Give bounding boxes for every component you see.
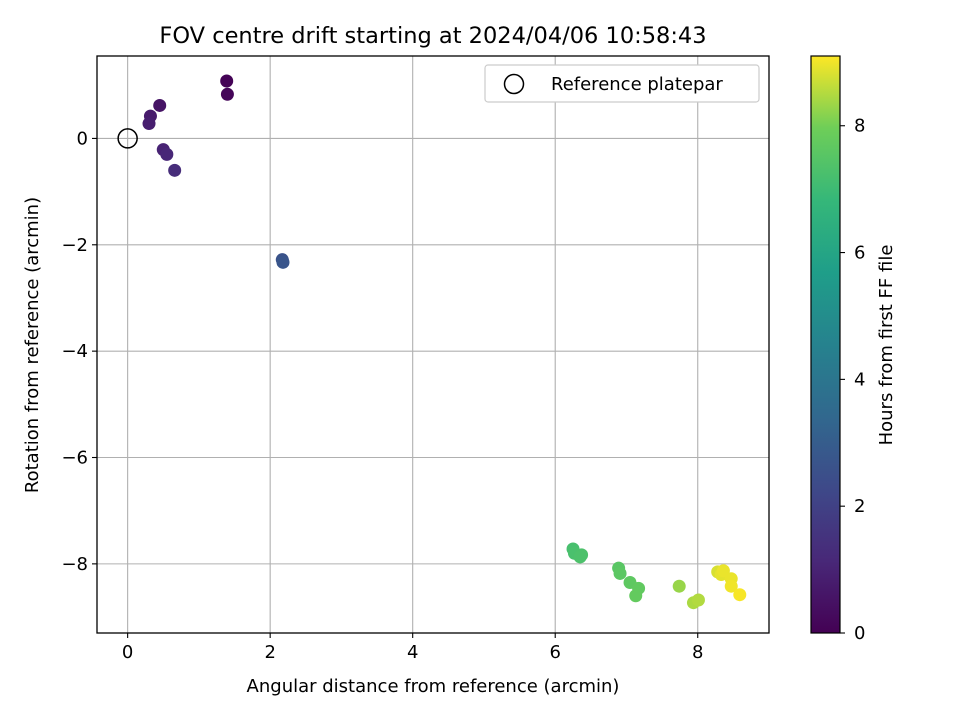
colorbar-tick-label: 0 bbox=[854, 623, 865, 644]
data-point bbox=[613, 566, 627, 580]
data-point bbox=[220, 87, 234, 101]
y-tick-label: −2 bbox=[61, 235, 88, 256]
data-point bbox=[733, 588, 747, 602]
colorbar-gradient bbox=[810, 55, 841, 634]
plot-area: 0 2 4 6 8 0 −2 −4 −6 −8 bbox=[61, 55, 770, 663]
data-point bbox=[276, 255, 290, 269]
x-tick-label: 0 bbox=[122, 642, 133, 663]
data-point bbox=[168, 163, 182, 177]
grid-lines bbox=[97, 56, 769, 633]
y-tick-label: −6 bbox=[61, 448, 88, 469]
y-tick-label: −8 bbox=[61, 554, 88, 575]
colorbar-tick-label: 8 bbox=[854, 116, 865, 137]
data-points bbox=[142, 74, 747, 610]
data-point bbox=[153, 98, 167, 112]
data-point bbox=[629, 589, 643, 603]
x-tick-label: 4 bbox=[407, 642, 418, 663]
colorbar-tick-label: 4 bbox=[854, 369, 865, 390]
plot-background bbox=[97, 56, 769, 633]
data-point bbox=[573, 550, 587, 564]
x-tick-label: 6 bbox=[549, 642, 560, 663]
legend: Reference platepar bbox=[484, 64, 760, 103]
chart-title: FOV centre drift starting at 2024/04/06 … bbox=[159, 23, 706, 49]
data-point bbox=[724, 579, 738, 593]
y-tick-label: −4 bbox=[61, 341, 88, 362]
data-point bbox=[142, 117, 156, 131]
colorbar-tick-label: 2 bbox=[854, 496, 865, 517]
x-tick-label: 2 bbox=[264, 642, 275, 663]
legend-label-reference: Reference platepar bbox=[551, 74, 723, 95]
data-point bbox=[220, 74, 234, 88]
x-axis-label: Angular distance from reference (arcmin) bbox=[247, 676, 620, 697]
x-axis-ticks: 0 2 4 6 8 bbox=[122, 633, 703, 663]
x-tick-label: 8 bbox=[692, 642, 703, 663]
plot-frame bbox=[96, 55, 770, 634]
legend-box bbox=[484, 64, 760, 103]
y-tick-label: 0 bbox=[77, 128, 88, 149]
colorbar-ticks: 0 2 4 6 8 bbox=[840, 116, 865, 644]
data-point bbox=[160, 147, 174, 161]
colorbar-tick-label: 6 bbox=[854, 243, 865, 264]
data-point bbox=[672, 579, 686, 593]
reference-platepar-marker bbox=[117, 128, 138, 149]
data-point bbox=[716, 564, 730, 578]
colorbar: 0 2 4 6 8 Hours from first FF file bbox=[810, 55, 897, 644]
y-axis-label: Rotation from reference (arcmin) bbox=[22, 197, 43, 493]
colorbar-label: Hours from first FF file bbox=[876, 245, 897, 446]
y-axis-ticks: 0 −2 −4 −6 −8 bbox=[61, 128, 97, 575]
data-point bbox=[691, 593, 705, 607]
legend-marker-reference bbox=[503, 73, 525, 95]
